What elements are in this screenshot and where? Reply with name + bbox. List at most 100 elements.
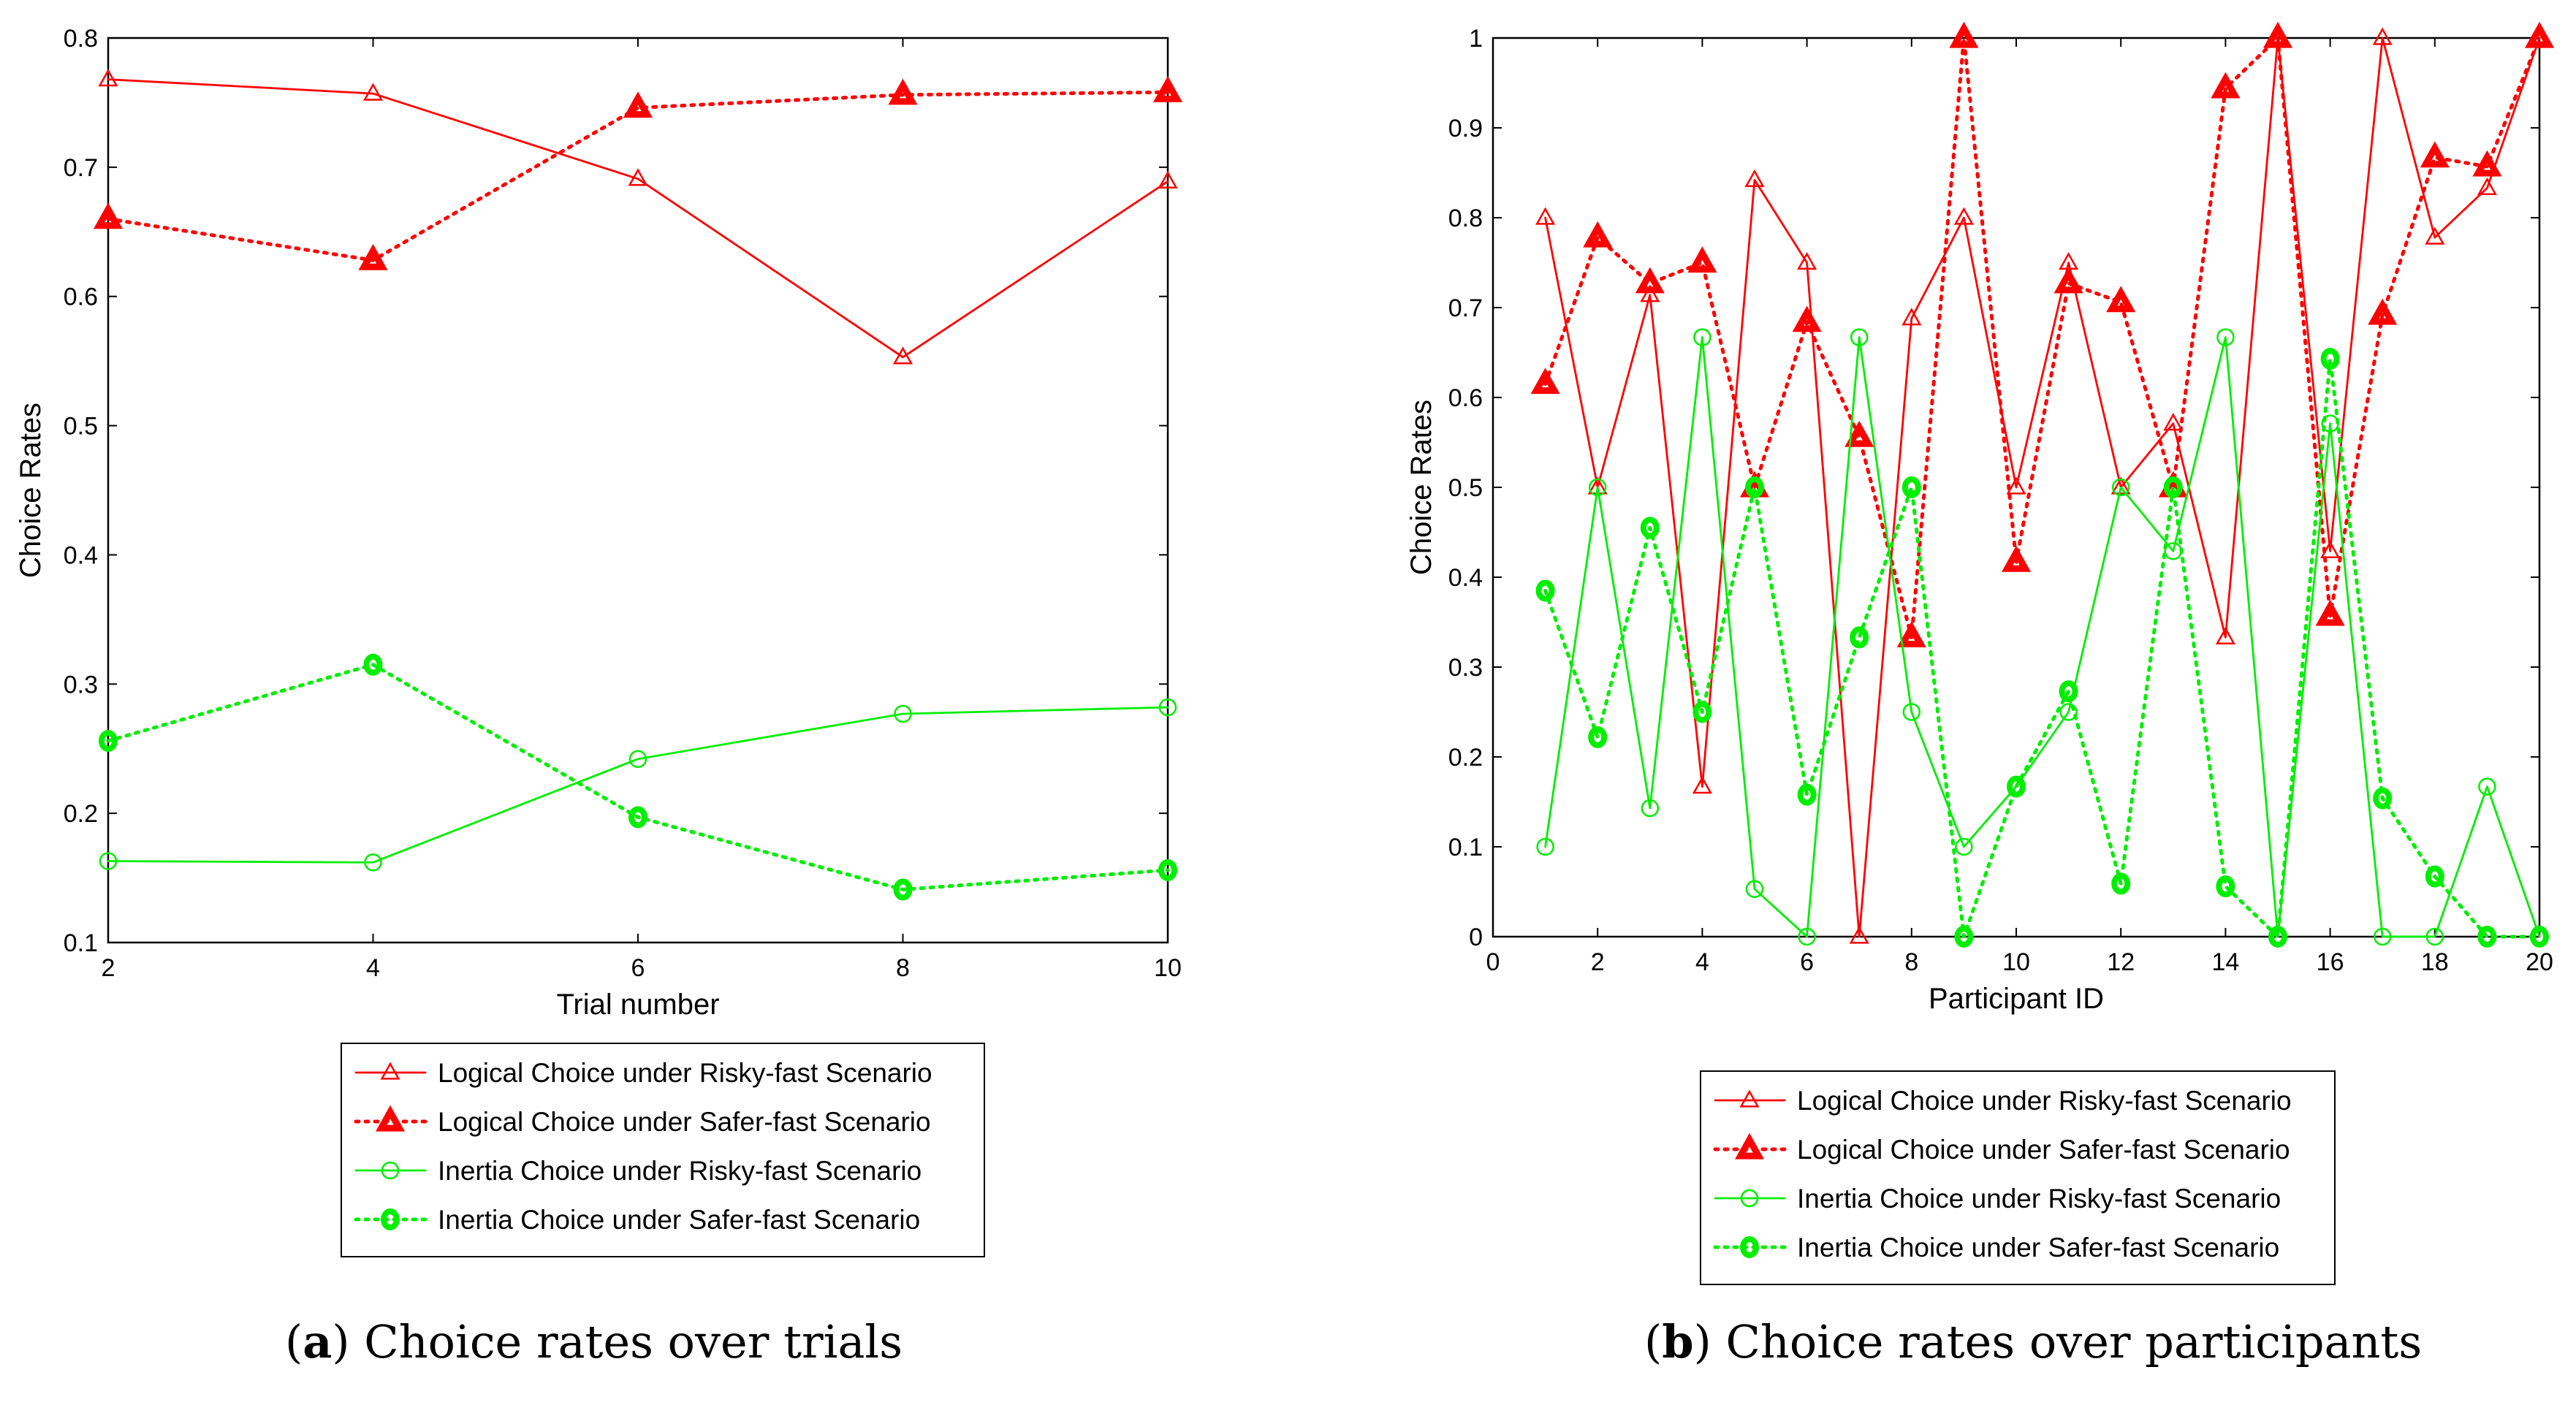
data-point — [1896, 621, 1926, 648]
y-tick-label: 0.9 — [1448, 115, 1483, 142]
data-point — [2425, 865, 2444, 888]
legend-label: Inertia Choice under Risky-fast Scenario — [438, 1156, 922, 1186]
data-point — [2477, 926, 2497, 948]
data-point — [628, 806, 647, 829]
data-point — [2059, 680, 2078, 703]
caption-b: (b) Choice rates over participants — [1644, 1315, 2423, 1368]
y-tick-label: 0 — [1469, 924, 1483, 951]
data-point — [2420, 141, 2450, 168]
data-point — [2006, 476, 2026, 495]
data-point — [1687, 246, 1717, 273]
series-line — [106, 90, 1170, 262]
x-tick-label: 6 — [1800, 948, 1814, 976]
data-point — [362, 83, 384, 101]
y-tick-label: 0.4 — [64, 541, 98, 569]
legend-label: Logical Choice under Risky-fast Scenario — [1797, 1086, 2292, 1116]
data-point — [628, 168, 648, 186]
legend-label: Inertia Choice under Risky-fast Scenario — [1797, 1184, 2281, 1214]
y-tick-label: 0.3 — [64, 671, 98, 698]
x-tick-label: 16 — [2317, 948, 2344, 976]
legend-box — [1700, 1070, 2336, 1285]
data-point — [1955, 837, 1973, 856]
legend-box — [341, 1043, 985, 1257]
y-tick-label: 1 — [1469, 25, 1483, 53]
y-axis-label: Choice Rates — [1405, 400, 1437, 575]
data-point — [1850, 626, 1869, 649]
series-line — [1544, 37, 2541, 938]
data-point — [2320, 348, 2340, 370]
data-point — [1588, 726, 1608, 748]
data-point — [2007, 775, 2026, 798]
series-line — [1543, 36, 2542, 639]
data-point — [1797, 251, 1817, 270]
series-line — [107, 706, 1169, 864]
y-tick-label: 0.6 — [64, 283, 98, 311]
data-point — [1583, 221, 1613, 248]
plot-area — [107, 37, 1169, 944]
legend: Logical Choice under Risky-fast Scenario… — [1700, 1070, 2336, 1285]
y-tick-label: 0.4 — [1448, 564, 1483, 592]
data-point — [1798, 927, 1816, 946]
data-point — [2268, 926, 2287, 948]
data-point — [1953, 207, 1974, 225]
y-tick-label: 0.5 — [64, 413, 98, 441]
legend-label: Logical Choice under Safer-fast Scenario — [1797, 1135, 2290, 1165]
y-tick-label: 0.3 — [1448, 654, 1483, 682]
data-point — [2315, 599, 2345, 626]
series-inertia-choice-under-risky-fast-scenario — [1536, 328, 2549, 946]
data-point — [1849, 926, 1869, 944]
data-point — [2425, 226, 2445, 245]
data-point — [2211, 72, 2241, 99]
legend-marker — [380, 1062, 400, 1080]
data-point — [2215, 626, 2235, 645]
data-point — [623, 91, 653, 118]
data-point — [1588, 478, 1607, 497]
caption-a: (a) Choice rates over trials — [285, 1315, 903, 1368]
series-line — [106, 663, 1170, 891]
caption-b-text: Choice rates over participants — [1711, 1315, 2423, 1368]
data-point — [364, 853, 382, 872]
data-point — [1949, 21, 1979, 48]
x-tick-label: 0 — [1486, 948, 1500, 976]
data-point — [888, 78, 918, 105]
data-point — [2472, 150, 2502, 177]
data-point — [358, 243, 388, 270]
data-point — [1844, 420, 1874, 447]
data-point — [1954, 926, 1974, 948]
data-point — [2262, 21, 2293, 48]
data-point — [1902, 703, 1921, 721]
x-tick-label: 12 — [2107, 948, 2135, 976]
legend-marker — [375, 1105, 406, 1132]
series-line — [1543, 357, 2542, 939]
data-point — [1745, 476, 1764, 498]
legend-marker — [381, 1161, 400, 1180]
data-point — [1536, 837, 1554, 856]
y-tick-label: 0.8 — [64, 25, 98, 53]
data-point — [1692, 776, 1712, 794]
legend-label: Logical Choice under Risky-fast Scenario — [438, 1058, 932, 1088]
data-point — [99, 852, 118, 870]
y-tick-label: 0.8 — [1448, 205, 1483, 232]
series-logical-choice-under-safer-fast-scenario — [93, 76, 1183, 270]
data-point — [2001, 545, 2032, 572]
chart-b: 0 2 4 6 8 10 12 14 16 18 20 0 0.1 0.2 0.3 0.4 0.5 0.6 0.7 0… — [1405, 21, 2555, 1285]
x-tick-label: 6 — [631, 954, 645, 982]
data-point — [2163, 413, 2184, 431]
data-point — [363, 653, 383, 676]
data-point — [2524, 21, 2555, 48]
data-point — [99, 730, 118, 753]
data-point — [1797, 783, 1817, 806]
series-inertia-choice-under-risky-fast-scenario — [99, 698, 1177, 872]
legend-marker — [1739, 1089, 1760, 1108]
data-point — [893, 878, 913, 901]
caption-b-letter: b — [1662, 1315, 1694, 1368]
y-tick-label: 0.6 — [1448, 384, 1483, 412]
data-point — [2111, 478, 2130, 497]
y-tick-label: 0.7 — [1448, 294, 1483, 322]
y-axis-label: Choice Rates — [15, 403, 47, 578]
x-tick-label: 8 — [1904, 948, 1918, 976]
legend-label: Inertia Choice under Safer-fast Scenario — [1797, 1233, 2279, 1263]
data-point — [1530, 368, 1560, 395]
x-tick-label: 8 — [896, 954, 910, 982]
data-point — [1850, 328, 1869, 346]
